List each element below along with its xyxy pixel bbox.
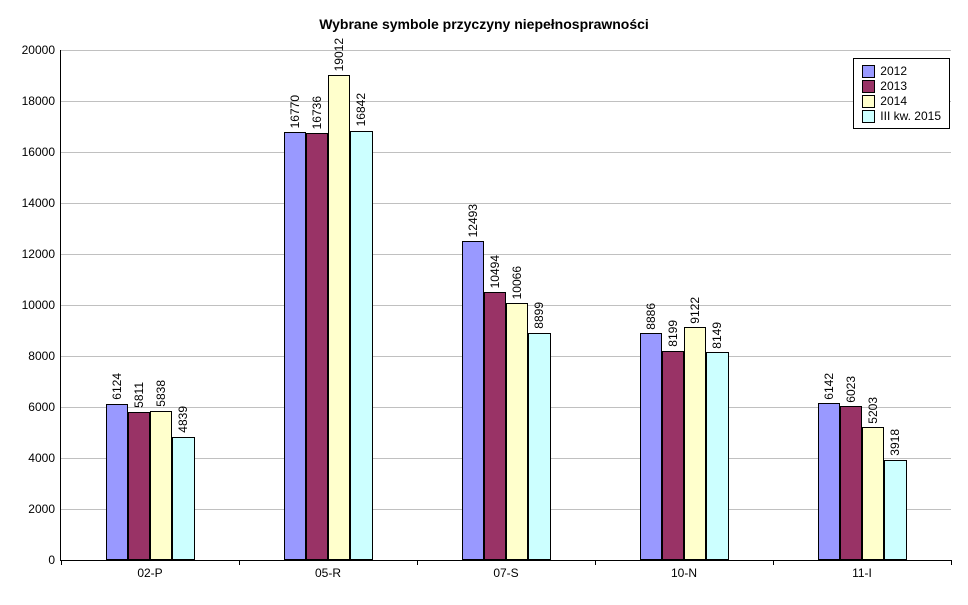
bar-value-label: 8149 <box>710 322 724 349</box>
bar <box>462 241 484 560</box>
bar-value-label: 5203 <box>866 397 880 424</box>
x-tick-label: 07-S <box>493 560 518 580</box>
bar-value-label: 19012 <box>332 38 346 71</box>
legend-label: 2013 <box>880 79 907 93</box>
bar <box>528 333 550 560</box>
bar <box>662 351 684 560</box>
x-tick-label: 10-N <box>671 560 697 580</box>
bar <box>884 460 906 560</box>
bar <box>328 75 350 560</box>
bar-value-label: 6142 <box>822 373 836 400</box>
bar <box>150 411 172 560</box>
x-tick <box>595 560 596 565</box>
bar-value-label: 5838 <box>154 380 168 407</box>
bar <box>128 412 150 560</box>
bar-value-label: 10066 <box>510 266 524 299</box>
bar <box>350 131 372 560</box>
bar-value-label: 3918 <box>888 429 902 456</box>
bar <box>818 403 840 560</box>
bar <box>306 133 328 560</box>
bar <box>640 333 662 560</box>
legend-item: 2012 <box>862 64 941 78</box>
bar-value-label: 9122 <box>688 297 702 324</box>
x-tick <box>417 560 418 565</box>
bar-value-label: 8199 <box>666 320 680 347</box>
gridline <box>61 254 951 255</box>
bar-value-label: 5811 <box>132 382 146 408</box>
chart-title: Wybrane symbole przyczyny niepełnosprawn… <box>0 16 968 32</box>
x-tick-label: 02-P <box>137 560 162 580</box>
bar-value-label: 16842 <box>354 93 368 126</box>
bar <box>862 427 884 560</box>
legend-swatch <box>862 80 875 93</box>
y-tick-label: 18000 <box>22 94 61 108</box>
bar <box>840 406 862 560</box>
legend-item: III kw. 2015 <box>862 109 941 123</box>
legend-swatch <box>862 110 875 123</box>
x-tick <box>773 560 774 565</box>
gridline <box>61 50 951 51</box>
bar-value-label: 8899 <box>532 302 546 329</box>
y-tick-label: 12000 <box>22 247 61 261</box>
legend-label: III kw. 2015 <box>880 109 941 123</box>
x-tick-label: 11-I <box>852 560 872 580</box>
y-tick-label: 16000 <box>22 145 61 159</box>
legend-label: 2012 <box>880 64 907 78</box>
bar <box>684 327 706 560</box>
bar <box>106 404 128 560</box>
bar <box>506 303 528 560</box>
x-tick <box>239 560 240 565</box>
bar-value-label: 4839 <box>176 406 190 433</box>
bar-value-label: 16770 <box>288 95 302 128</box>
plot-area: 0200040006000800010000120001400016000180… <box>60 50 951 561</box>
bar-value-label: 12493 <box>466 204 480 237</box>
x-tick <box>61 560 62 565</box>
bar <box>284 132 306 560</box>
bar <box>706 352 728 560</box>
legend-item: 2013 <box>862 79 941 93</box>
legend-item: 2014 <box>862 94 941 108</box>
y-tick-label: 0 <box>48 553 61 567</box>
bar <box>484 292 506 560</box>
y-tick-label: 10000 <box>22 298 61 312</box>
chart-container: Wybrane symbole przyczyny niepełnosprawn… <box>0 0 968 605</box>
y-tick-label: 20000 <box>22 43 61 57</box>
y-tick-label: 6000 <box>28 400 61 414</box>
legend-label: 2014 <box>880 94 907 108</box>
bar-value-label: 16736 <box>310 96 324 129</box>
legend-swatch <box>862 65 875 78</box>
x-tick <box>951 560 952 565</box>
bar-value-label: 8886 <box>644 303 658 330</box>
bar-value-label: 6124 <box>110 373 124 400</box>
bar <box>172 437 194 560</box>
x-tick-label: 05-R <box>315 560 341 580</box>
gridline <box>61 152 951 153</box>
y-tick-label: 8000 <box>28 349 61 363</box>
legend-swatch <box>862 95 875 108</box>
y-tick-label: 14000 <box>22 196 61 210</box>
gridline <box>61 203 951 204</box>
bar-value-label: 6023 <box>844 376 858 403</box>
legend: 201220132014III kw. 2015 <box>853 58 950 129</box>
bar-value-label: 10494 <box>488 255 502 288</box>
gridline <box>61 101 951 102</box>
y-tick-label: 4000 <box>28 451 61 465</box>
y-tick-label: 2000 <box>28 502 61 516</box>
